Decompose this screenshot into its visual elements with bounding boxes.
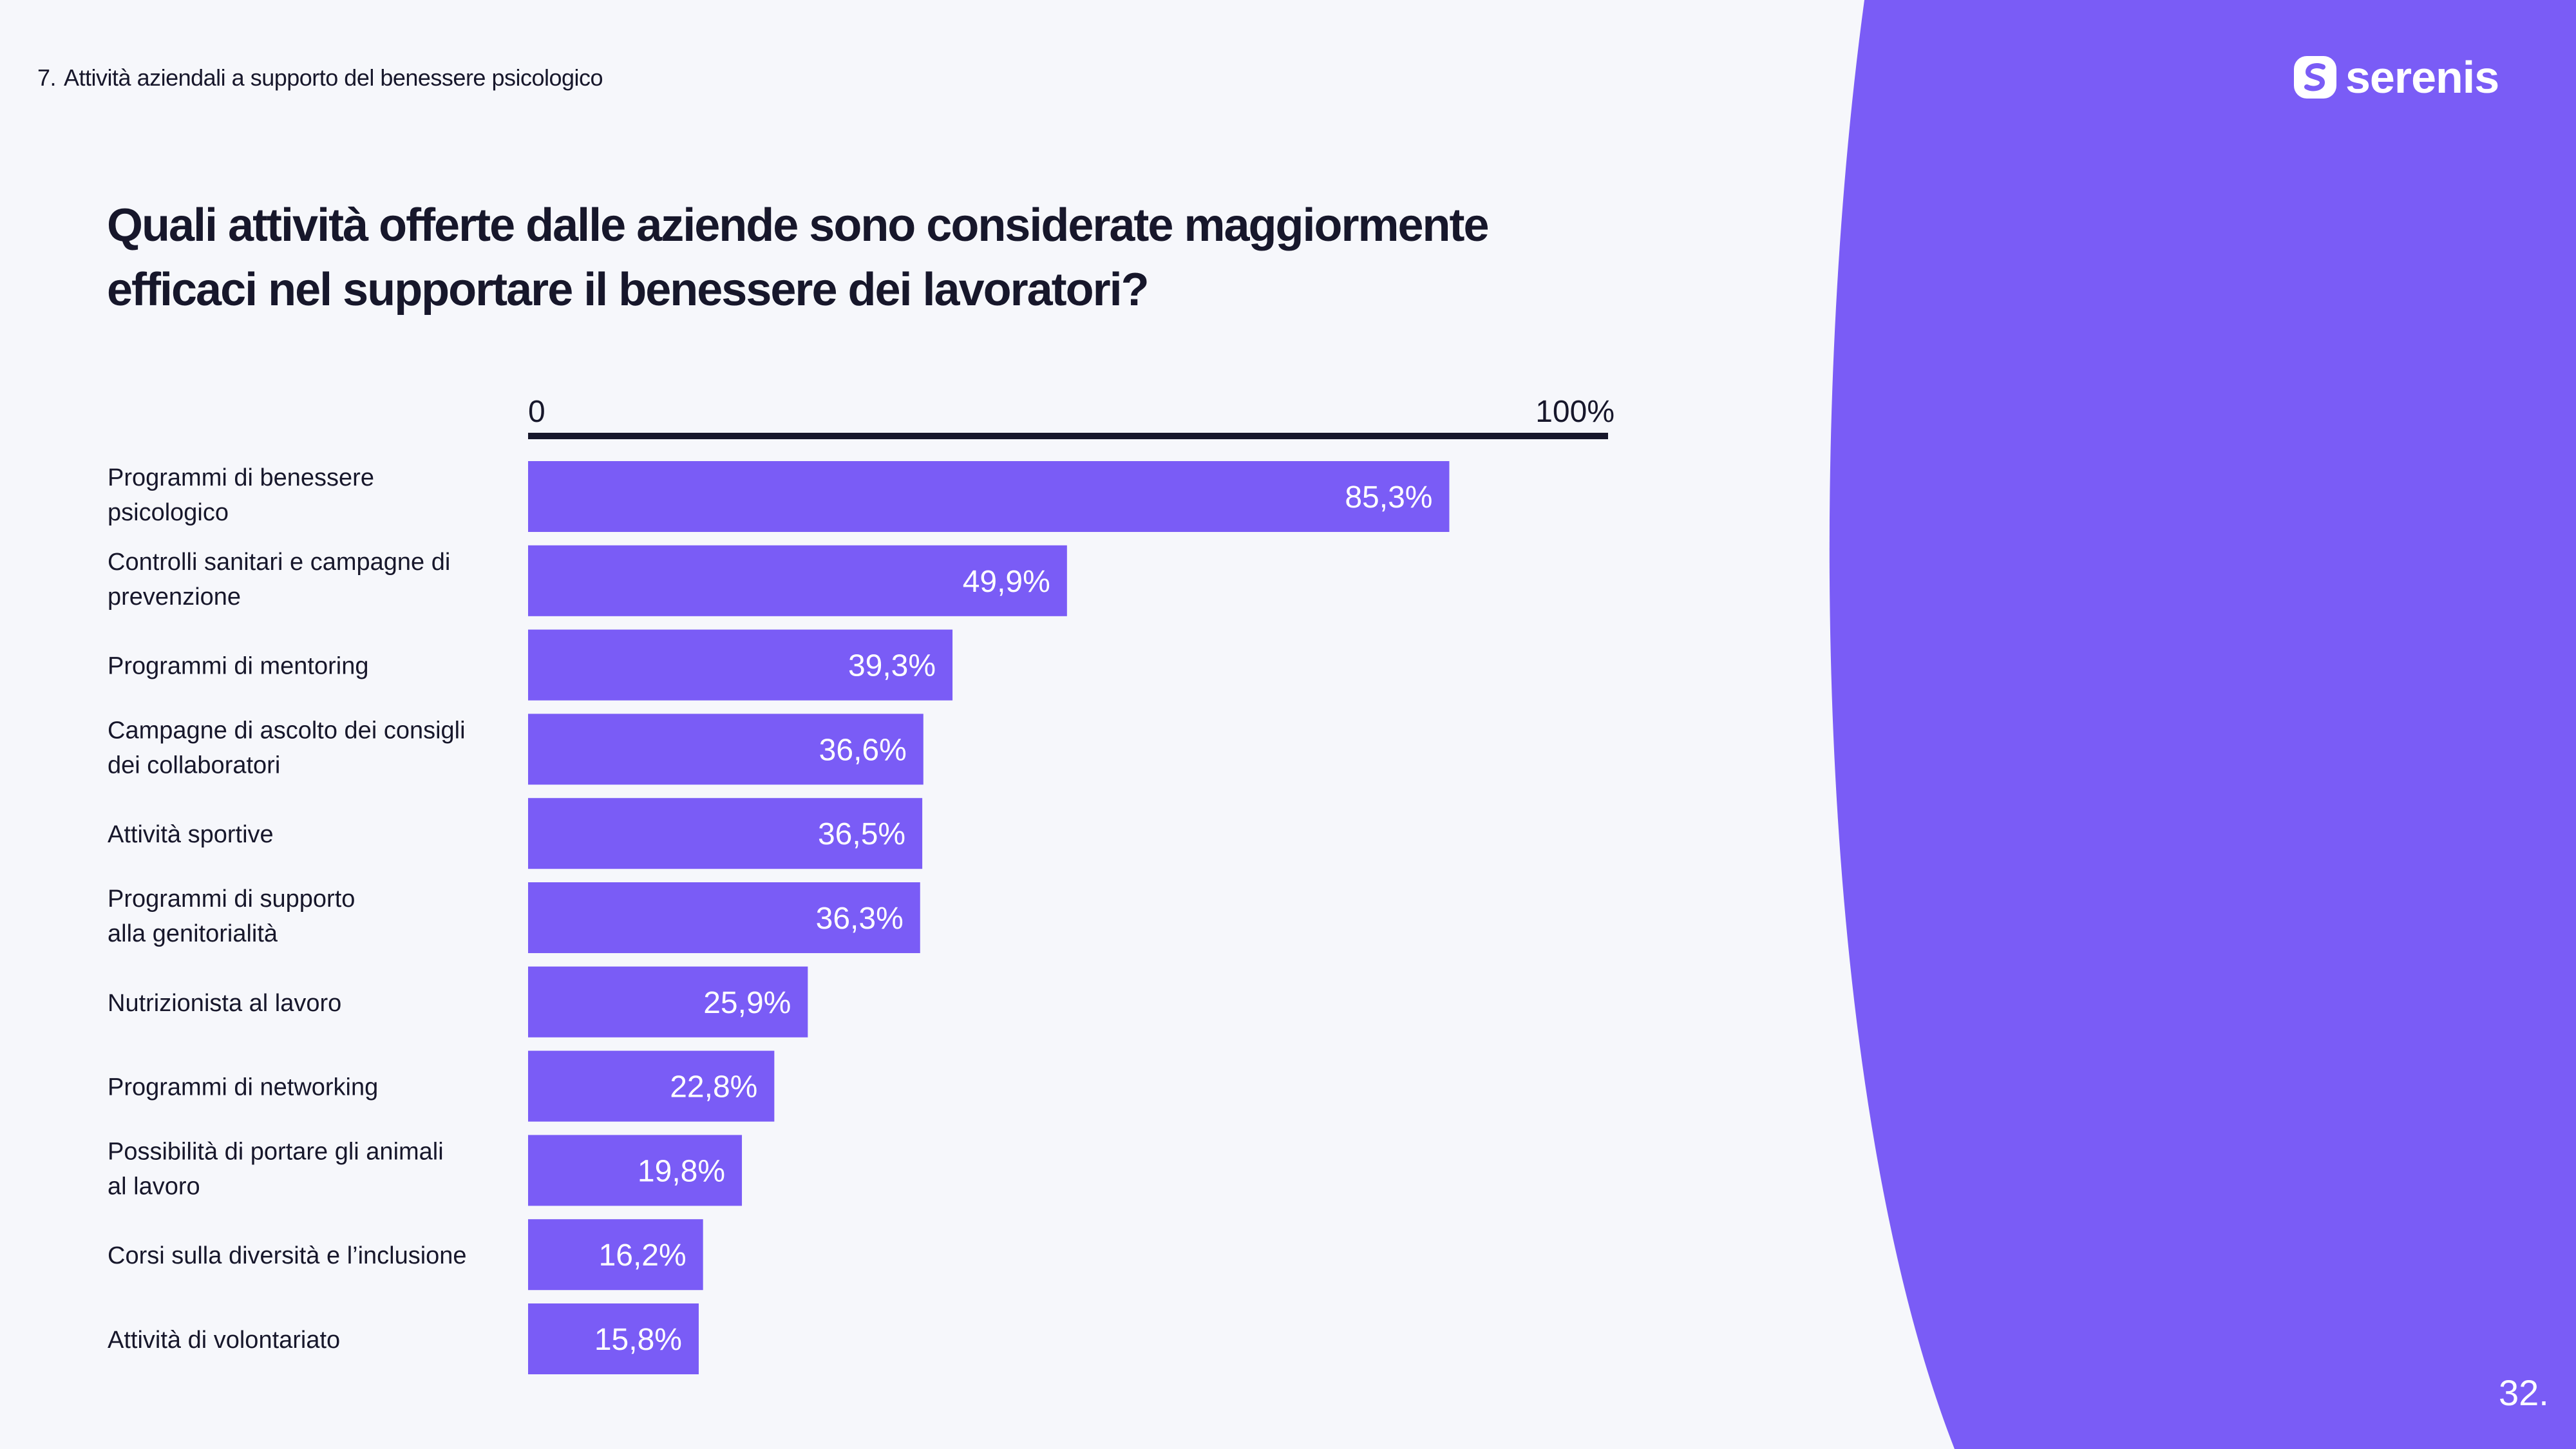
section-label: 7. Attività aziendali a supporto del bene… [37, 64, 603, 91]
bar [528, 545, 1067, 616]
category-label: Attività sportive [108, 821, 274, 848]
brand-logo: serenis [2294, 54, 2499, 100]
section-number: 7. [37, 64, 57, 91]
category-label-line: Possibilità di portare gli animali [108, 1138, 444, 1165]
bar-value-label: 36,6% [819, 733, 907, 767]
category-label-line: alla genitorialità [108, 920, 278, 947]
category-label-line: prevenzione [108, 583, 241, 611]
axis-tick-label: 0 [528, 395, 545, 429]
chart-title: Quali attività offerte dalle aziende son… [107, 200, 1490, 316]
category-label: Programmi di networking [108, 1074, 378, 1101]
bar-value-label: 85,3% [1345, 480, 1432, 515]
bar-value-label: 15,8% [594, 1323, 682, 1357]
category-label-line: al lavoro [108, 1173, 200, 1200]
bar-value-label: 36,3% [816, 902, 904, 936]
category-label-line: dei collaboratori [108, 752, 280, 779]
bar-value-label: 19,8% [638, 1154, 725, 1188]
category-label: Attività di volontariato [108, 1327, 340, 1354]
bar [528, 1050, 775, 1122]
bar [528, 882, 920, 953]
bar-value-label: 16,2% [599, 1238, 687, 1273]
bar-value-label: 22,8% [670, 1070, 757, 1104]
page-number: 32. [2499, 1372, 2549, 1413]
category-label-line: Programmi di supporto [108, 886, 355, 913]
bar [528, 1303, 699, 1374]
category-label-line: Corsi sulla diversità e l’inclusione [108, 1242, 467, 1269]
category-label-line: Programmi di benessere [108, 464, 374, 491]
category-label: Programmi di benessere psicologico [108, 464, 374, 526]
category-label: Corsi sulla diversità e l’inclusione [108, 1242, 467, 1269]
category-label: Programmi di mentoring [108, 653, 368, 680]
category-label-line: Campagne di ascolto dei consigli [108, 717, 466, 744]
section-title: Attività aziendali a supporto del beness… [64, 64, 603, 91]
category-label-line: Programmi di networking [108, 1074, 378, 1101]
bar [528, 1219, 703, 1291]
brand-name: serenis [2345, 52, 2499, 102]
axis-tick-label: 100% [1535, 395, 1615, 429]
bar-value-label: 39,3% [848, 649, 936, 683]
category-label: Programmi di supporto alla genitorialità [108, 886, 355, 947]
bar-value-label: 36,5% [818, 817, 905, 851]
category-label: Possibilità di portare gli animali al lav… [108, 1138, 444, 1200]
bar [528, 798, 923, 869]
category-label: Nutrizionista al lavoro [108, 990, 341, 1017]
category-label: Controlli sanitari e campagne di prevenzi… [108, 549, 450, 611]
bar [528, 1135, 743, 1206]
category-label-line: Attività di volontariato [108, 1327, 340, 1354]
bar-value-label: 49,9% [963, 565, 1050, 599]
category-label-line: Controlli sanitari e campagne di [108, 549, 450, 576]
category-label: Campagne di ascolto dei consigli dei coll… [108, 717, 466, 779]
category-label-line: psicologico [108, 499, 229, 526]
bar [528, 714, 923, 785]
bar [528, 461, 1450, 532]
category-label-line: Nutrizionista al lavoro [108, 990, 341, 1017]
serenis-logo-icon [2294, 56, 2336, 99]
bar-value-label: 25,9% [703, 986, 791, 1020]
bar [528, 629, 953, 701]
bar [528, 966, 808, 1037]
category-label-line: Attività sportive [108, 821, 274, 848]
category-label-line: Programmi di mentoring [108, 653, 368, 680]
